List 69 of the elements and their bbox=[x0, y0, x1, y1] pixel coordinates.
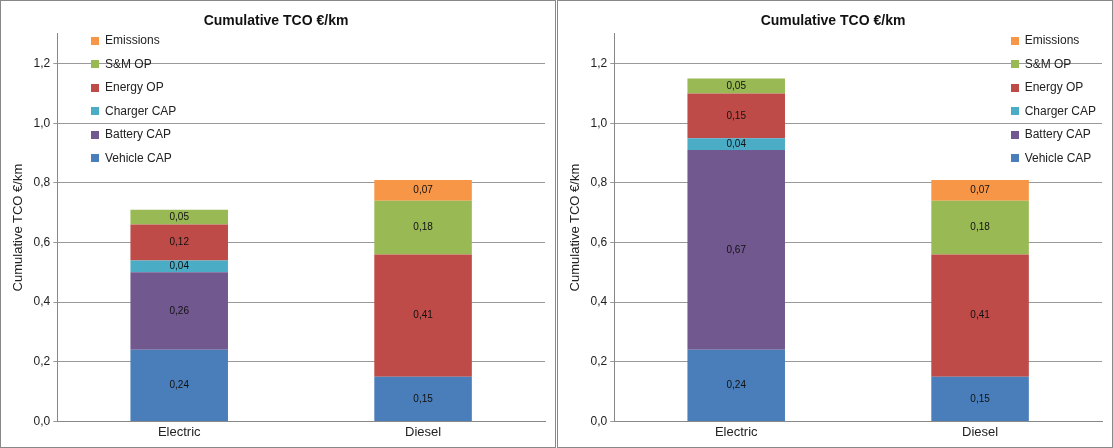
y-tick-label: 0,8 bbox=[33, 175, 51, 190]
bar bbox=[130, 272, 228, 350]
bar bbox=[130, 349, 228, 421]
legend-label: Energy OP bbox=[105, 79, 164, 96]
chart-title: Cumulative TCO €/km bbox=[203, 12, 349, 29]
bar bbox=[931, 179, 1029, 201]
data-label: 0,12 bbox=[169, 236, 190, 248]
legend-label: Emissions bbox=[1024, 32, 1080, 49]
x-tick-label: Electric bbox=[157, 423, 202, 439]
bar bbox=[130, 260, 228, 273]
legend-label: Charger CAP bbox=[1024, 102, 1096, 120]
data-label: 0,26 bbox=[169, 304, 190, 316]
legend-label: Charger CAP bbox=[105, 102, 177, 120]
y-tick-label: 0,4 bbox=[33, 294, 51, 309]
chart-title: Cumulative TCO €/km bbox=[760, 12, 906, 29]
bar bbox=[931, 254, 1029, 377]
data-label: 0,18 bbox=[413, 221, 434, 233]
y-tick-label: 0,2 bbox=[590, 354, 608, 369]
data-label: 0,24 bbox=[726, 379, 747, 391]
y-tick-label: 0,6 bbox=[590, 234, 608, 249]
legend-label: Vehicle CAP bbox=[105, 149, 172, 167]
y-tick-label: 0,8 bbox=[590, 175, 608, 190]
x-tick-label: Diesel bbox=[962, 423, 999, 439]
y-tick-label: 1,2 bbox=[33, 55, 51, 70]
data-label: 0,05 bbox=[726, 79, 747, 91]
data-label: 0,18 bbox=[970, 221, 991, 233]
y-axis-title: Cumulative TCO €/km bbox=[10, 163, 26, 292]
legend-label: Battery CAP bbox=[1024, 126, 1091, 143]
data-label: 0,04 bbox=[169, 260, 190, 272]
legend-label: Vehicle CAP bbox=[1024, 149, 1092, 167]
bar bbox=[687, 138, 785, 151]
bar bbox=[130, 224, 228, 261]
legend-label: Battery CAP bbox=[105, 126, 172, 143]
bar bbox=[374, 376, 472, 421]
bar bbox=[931, 376, 1029, 421]
data-label: 0,07 bbox=[413, 184, 434, 196]
data-label: 0,15 bbox=[726, 109, 747, 121]
y-tick-label: 0,6 bbox=[33, 234, 51, 249]
legend-label: S&M OP bbox=[105, 55, 152, 73]
data-label: 0,41 bbox=[970, 309, 991, 321]
data-label: 0,04 bbox=[726, 137, 747, 149]
data-label: 0,15 bbox=[413, 392, 434, 404]
bar bbox=[374, 254, 472, 377]
data-label: 0,07 bbox=[970, 184, 991, 196]
legend-label: Emissions bbox=[105, 32, 160, 49]
data-label: 0,67 bbox=[726, 243, 747, 255]
legend-label: Energy OP bbox=[1024, 79, 1084, 96]
bar bbox=[374, 179, 472, 201]
data-label: 0,41 bbox=[413, 309, 434, 321]
bar bbox=[374, 200, 472, 255]
y-tick-label: 0,0 bbox=[590, 413, 608, 428]
y-tick-label: 1,2 bbox=[590, 55, 608, 70]
legend-label: S&M OP bbox=[1024, 55, 1072, 73]
bar bbox=[931, 200, 1029, 255]
data-label: 0,05 bbox=[169, 210, 190, 222]
y-tick-label: 0,4 bbox=[590, 294, 608, 309]
y-tick-label: 1,0 bbox=[33, 115, 51, 130]
y-tick-label: 0,2 bbox=[33, 354, 51, 369]
bar bbox=[687, 93, 785, 139]
data-label: 0,24 bbox=[169, 379, 190, 391]
x-tick-label: Diesel bbox=[405, 423, 442, 439]
y-axis-title: Cumulative TCO €/km bbox=[567, 163, 583, 292]
x-tick-label: Electric bbox=[714, 423, 759, 439]
y-tick-label: 0,0 bbox=[33, 413, 51, 428]
data-label: 0,15 bbox=[970, 392, 991, 404]
bar bbox=[130, 209, 228, 225]
y-tick-label: 1,0 bbox=[590, 115, 608, 130]
bar bbox=[687, 150, 785, 350]
bar bbox=[687, 349, 785, 421]
